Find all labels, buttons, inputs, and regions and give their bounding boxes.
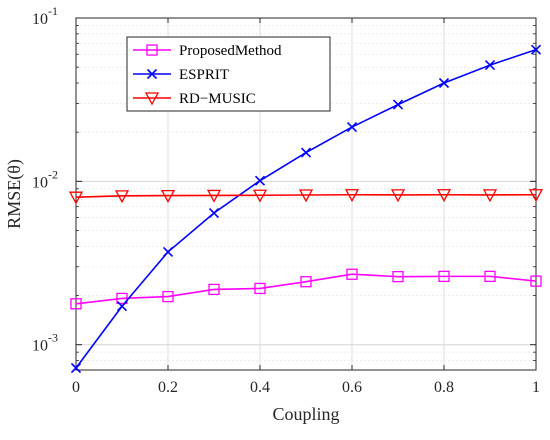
data-point-rd-music (436, 189, 452, 203)
data-point-proposedmethod (254, 282, 266, 295)
data-point-esprit (346, 121, 358, 133)
data-point-esprit (70, 362, 82, 374)
y-tick-label-base: 10 (32, 174, 48, 191)
legend-label: RD−MUSIC (179, 91, 256, 107)
y-tick-label-exponent: -2 (48, 167, 58, 181)
legend: ProposedMethod ESPRIT RD−MUSIC (126, 36, 331, 112)
data-point-esprit (116, 301, 128, 312)
data-point-rd-music (298, 189, 314, 203)
series-esprit (70, 44, 542, 374)
data-point-esprit (484, 60, 496, 71)
data-point-proposedmethod (116, 292, 128, 305)
data-point-esprit (208, 207, 220, 219)
y-tick-label-exponent: -1 (48, 4, 58, 18)
data-point-rd-music (390, 189, 406, 203)
legend-marker (144, 92, 160, 106)
series-lines (68, 44, 544, 374)
series-line-proposedmethod (75, 273, 537, 305)
data-point-proposedmethod (392, 270, 404, 283)
x-marker-stroke (438, 77, 450, 89)
x-marker-stroke (162, 246, 174, 257)
legend-item-proposedmethod: ProposedMethod (133, 43, 282, 59)
legend-item-esprit: ESPRIT (133, 67, 229, 83)
data-point-esprit (254, 175, 266, 186)
axis-ticks (75, 17, 537, 371)
y-tick-label-base: 10 (32, 338, 48, 355)
x-tick-label: 0.4 (250, 379, 270, 396)
x-marker-stroke (484, 60, 496, 71)
data-point-esprit (300, 147, 312, 158)
data-point-proposedmethod (300, 276, 312, 288)
data-point-esprit (530, 44, 542, 55)
data-point-rd-music (206, 189, 222, 203)
data-point-rd-music (482, 189, 498, 203)
data-point-proposedmethod (438, 270, 450, 283)
y-tick-label: 10 -2 (32, 167, 58, 191)
data-point-rd-music (344, 189, 360, 203)
x-marker-stroke (254, 175, 266, 186)
data-point-proposedmethod (162, 290, 174, 303)
x-marker-stroke (346, 121, 358, 133)
x-tick-labels: 0 0.2 0.4 0.6 0.8 1 (72, 379, 540, 396)
x-marker-stroke (116, 301, 128, 312)
x-tick-label: 0.6 (342, 379, 362, 396)
y-tick-label: 10 -1 (32, 4, 58, 28)
x-marker-stroke (392, 99, 404, 110)
y-tick-label: 10 -3 (32, 331, 58, 355)
x-tick-label: 0 (72, 379, 80, 396)
data-point-proposedmethod (346, 268, 358, 280)
data-point-proposedmethod (208, 283, 220, 296)
data-point-rd-music (160, 189, 176, 203)
data-point-proposedmethod (484, 270, 496, 283)
data-point-rd-music (528, 189, 544, 203)
legend-marker (146, 68, 158, 80)
data-point-esprit (162, 246, 174, 257)
y-axis-title: RMSE(θ) (4, 159, 25, 229)
series-line-rd-music (75, 193, 537, 198)
plot-area-frame (75, 17, 537, 371)
x-tick-label: 0.2 (158, 379, 178, 396)
x-marker-stroke (300, 147, 312, 158)
data-point-rd-music (68, 191, 84, 205)
y-tick-label-exponent: -3 (48, 331, 58, 345)
legend-label: ESPRIT (179, 67, 229, 83)
y-tick-labels: 10-310-210-1 (32, 4, 58, 355)
data-point-rd-music (114, 190, 130, 204)
data-point-proposedmethod (530, 275, 542, 287)
x-axis-title: Coupling (272, 404, 339, 424)
x-marker-stroke (146, 68, 158, 80)
y-tick-label-base: 10 (32, 11, 48, 28)
x-marker-stroke (530, 44, 542, 55)
legend-label: ProposedMethod (179, 43, 282, 59)
x-tick-label: 1 (532, 379, 540, 396)
data-point-rd-music (252, 189, 268, 203)
data-point-proposedmethod (70, 298, 82, 310)
x-marker-stroke (208, 207, 220, 219)
x-marker-stroke (70, 362, 82, 374)
series-rd-music (68, 189, 544, 205)
x-tick-label: 0.8 (434, 379, 454, 396)
legend-marker (146, 44, 158, 56)
series-proposedmethod (70, 268, 542, 310)
legend-item-rd-music: RD−MUSIC (133, 91, 256, 107)
data-point-esprit (392, 99, 404, 110)
data-point-esprit (438, 77, 450, 89)
